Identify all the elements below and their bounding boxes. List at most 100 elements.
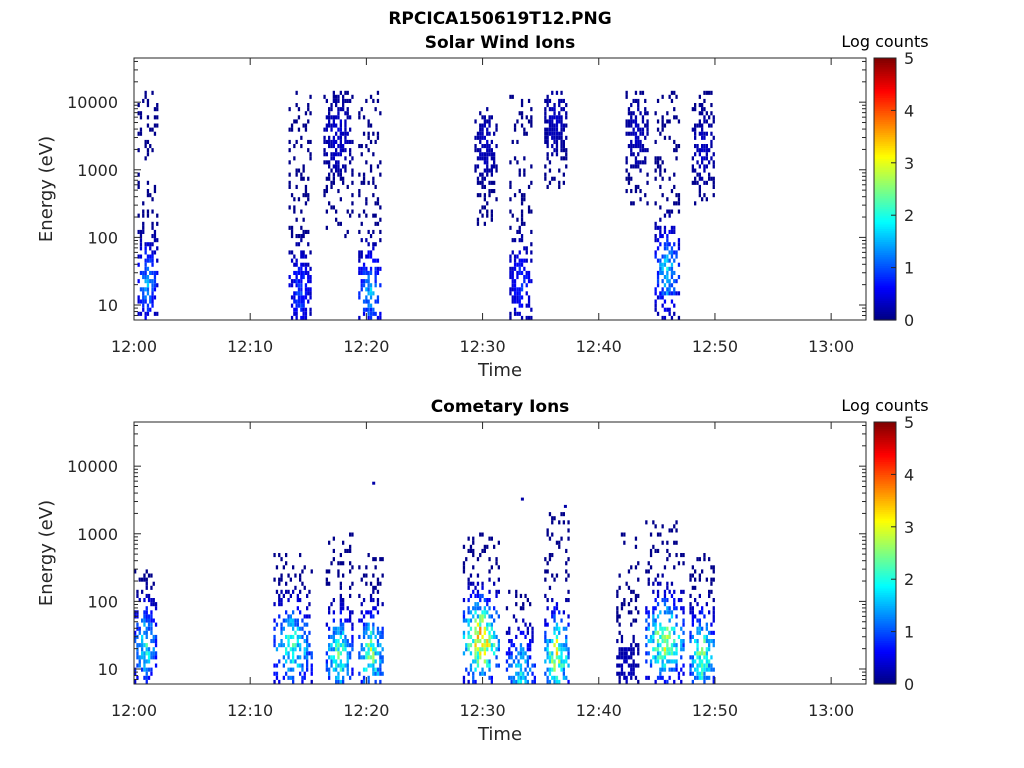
heatmap-cell (668, 634, 671, 639)
heatmap-cell (639, 189, 642, 194)
heatmap-cell (712, 160, 715, 165)
heatmap-cell (675, 647, 678, 652)
heatmap-cell (479, 614, 482, 619)
heatmap-cell (670, 262, 674, 267)
heatmap-cell (287, 598, 290, 603)
panel-2-title: Cometary Ions (431, 397, 570, 417)
colorbar-segment (874, 494, 896, 497)
heatmap-cell (645, 520, 648, 525)
heatmap-cell (694, 577, 697, 582)
heatmap-cell (627, 111, 631, 116)
heatmap-cell (304, 270, 308, 275)
heatmap-cell (328, 569, 331, 574)
heatmap-cell (677, 262, 681, 267)
heatmap-cell (342, 573, 345, 578)
heatmap-cell (156, 107, 159, 112)
heatmap-cell (630, 671, 633, 676)
heatmap-cell (147, 651, 151, 656)
heatmap-cell (282, 626, 285, 631)
heatmap-cell (153, 115, 157, 120)
colorbar-segment (874, 489, 896, 493)
heatmap-cell (483, 197, 486, 202)
heatmap-cell (663, 307, 667, 312)
heatmap-cell (302, 315, 305, 320)
heatmap-cell (346, 90, 349, 95)
heatmap-cell (372, 598, 375, 603)
heatmap-cell (145, 675, 148, 680)
heatmap-cell (663, 225, 667, 230)
heatmap-cell (332, 139, 335, 144)
heatmap-cell (670, 283, 674, 288)
heatmap-cell (372, 131, 375, 136)
heatmap-cell (663, 598, 667, 603)
heatmap-cell (358, 144, 361, 149)
heatmap-cell (522, 618, 525, 623)
heatmap-cell (308, 630, 311, 635)
heatmap-cell (661, 123, 664, 128)
heatmap-cell (330, 168, 333, 173)
heatmap-cell (616, 618, 619, 623)
heatmap-cell (523, 168, 526, 173)
heatmap-cell (465, 557, 468, 562)
heatmap-cell (656, 295, 660, 300)
heatmap-cell (673, 115, 676, 120)
heatmap-cell (379, 238, 382, 243)
heatmap-cell (142, 225, 145, 230)
heatmap-cell (565, 111, 568, 116)
heatmap-cell (379, 266, 382, 271)
colorbar-segment (874, 228, 896, 232)
heatmap-cell (302, 303, 305, 308)
heatmap-cell (323, 160, 326, 165)
heatmap-cell (555, 127, 559, 132)
colorbar-segment (874, 167, 896, 170)
heatmap-cell (666, 610, 669, 615)
heatmap-cell (525, 283, 528, 288)
colorbar-segment (874, 533, 896, 537)
heatmap-cell (515, 593, 518, 598)
colorbar-segment (874, 156, 896, 160)
heatmap-cell (146, 307, 150, 312)
heatmap-cell (694, 614, 697, 619)
heatmap-cell (644, 156, 647, 161)
heatmap-cell (645, 643, 648, 648)
heatmap-cell (295, 311, 298, 316)
heatmap-cell (659, 270, 662, 275)
heatmap-cell (467, 622, 470, 627)
heatmap-cell (666, 659, 669, 664)
heatmap-cell (513, 258, 517, 263)
heatmap-cell (663, 663, 667, 668)
heatmap-cell (558, 111, 561, 116)
heatmap-cell (365, 197, 368, 202)
colorbar-segment (874, 79, 896, 83)
heatmap-cell (520, 303, 524, 308)
heatmap-cell (365, 266, 368, 271)
colorbar-segment (874, 289, 896, 293)
heatmap-cell (548, 119, 552, 124)
heatmap-cell (513, 238, 517, 243)
heatmap-cell (519, 663, 523, 668)
heatmap-cell (703, 553, 706, 558)
heatmap-cell (344, 634, 347, 639)
heatmap-cell (344, 234, 347, 239)
colorbar-segment (874, 620, 896, 624)
heatmap-cell (474, 651, 477, 656)
heatmap-cell (703, 671, 706, 676)
heatmap-cell (661, 626, 664, 631)
heatmap-cell (476, 639, 480, 644)
heatmap-cell (374, 647, 377, 652)
heatmap-cell (328, 115, 331, 120)
heatmap-cell (668, 667, 671, 672)
heatmap-cell (282, 675, 285, 680)
heatmap-cell (530, 180, 533, 185)
heatmap-cell (634, 90, 638, 95)
heatmap-cell (698, 176, 701, 181)
heatmap-cell (154, 639, 158, 644)
heatmap-cell (134, 667, 137, 672)
colorbar-segment (874, 592, 896, 596)
heatmap-cell (143, 667, 146, 672)
colorbar-segment (874, 646, 896, 650)
heatmap-cell (376, 651, 380, 656)
heatmap-cell (546, 639, 549, 644)
heatmap-cell (497, 540, 500, 545)
heatmap-cell (518, 287, 521, 292)
